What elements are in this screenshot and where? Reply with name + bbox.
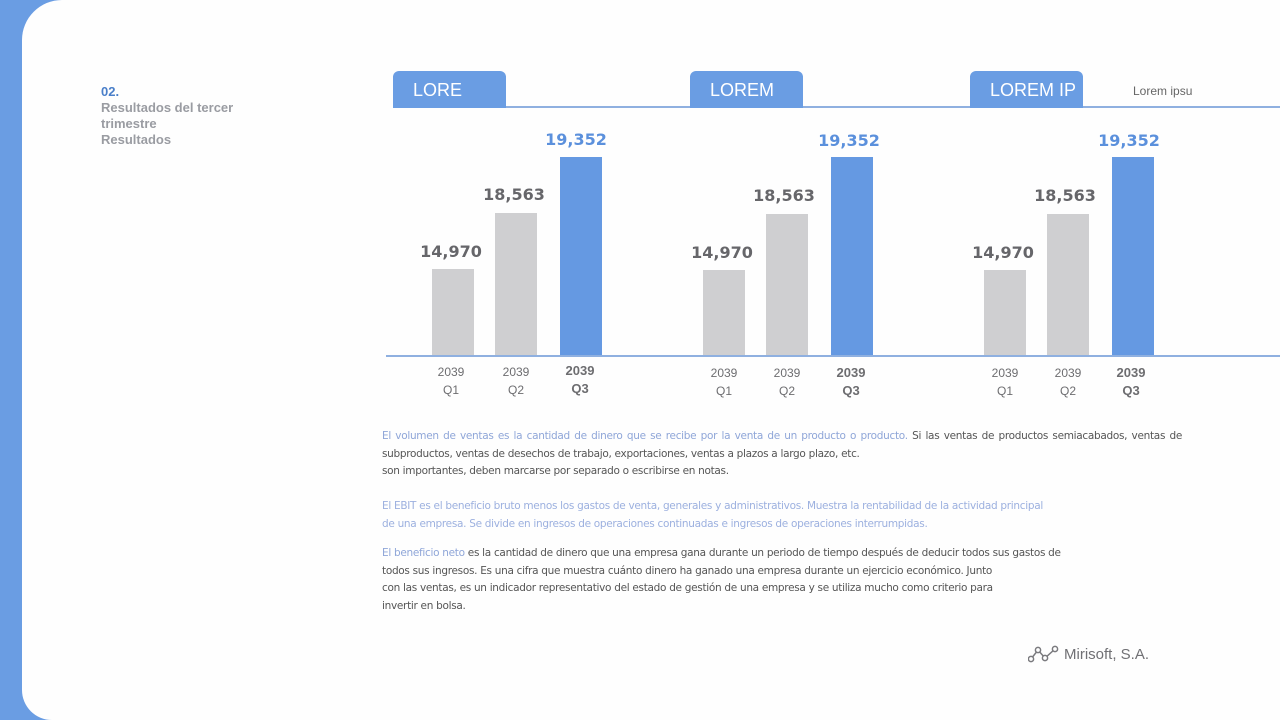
tab-note: Lorem ipsu (1133, 84, 1193, 98)
bar-value: 19,352 (818, 131, 880, 150)
bar-q1 (432, 269, 474, 355)
x-label: 2039 Q1 (991, 366, 1019, 398)
x-label: 2039 Q3 (836, 365, 866, 398)
highlight-text: El volumen de ventas es la cantidad de d… (382, 430, 908, 442)
tab-chart-1[interactable]: LORE (393, 71, 506, 108)
bar-value: 18,563 (483, 185, 545, 204)
bar-value: 19,352 (1098, 131, 1160, 150)
x-label: 2039 Q2 (1054, 366, 1082, 398)
line-chart-nodes-icon (1028, 645, 1059, 663)
bar-q2 (495, 213, 537, 355)
section-title-line2: trimestre (101, 116, 157, 131)
bar-q3 (560, 157, 602, 355)
x-label: 2039 Q2 (773, 366, 801, 398)
paragraph-net-profit: El beneficio neto es la cantidad de dine… (382, 547, 1061, 612)
bar-value: 14,970 (972, 243, 1034, 262)
x-label: 2039 Q3 (565, 363, 595, 396)
section-title-line1: Resultados del tercer (101, 100, 234, 115)
company-name: Mirisoft, S.A. (1064, 645, 1150, 663)
x-label: 2039 Q2 (502, 365, 530, 397)
section-heading: 02. Resultados del tercer trimestre Resu… (101, 84, 281, 148)
bar-q1 (984, 270, 1026, 355)
bar-value: 14,970 (420, 242, 482, 261)
bar-value: 14,970 (691, 243, 753, 262)
tab-chart-2[interactable]: LOREM (690, 71, 803, 108)
bar-q2 (766, 214, 808, 355)
slide-panel (22, 0, 1280, 720)
x-label: 2039 Q1 (710, 366, 738, 398)
bar-q1 (703, 270, 745, 355)
tab-chart-3[interactable]: LOREM IP (970, 71, 1083, 108)
bar-q3 (1112, 157, 1154, 355)
company-logo: Mirisoft, S.A. (1028, 645, 1149, 663)
section-number: 02. (101, 84, 120, 99)
chart-baseline (386, 355, 1280, 357)
bar-q3 (831, 157, 873, 355)
paragraph-sales-volume: El volumen de ventas es la cantidad de d… (382, 430, 1182, 477)
bar-q2 (1047, 214, 1089, 355)
bar-value: 19,352 (545, 130, 607, 149)
x-label: 2039 Q3 (1116, 365, 1146, 398)
bar-value: 18,563 (753, 186, 815, 205)
paragraph-ebit: El EBIT es el beneficio bruto menos los … (382, 500, 1043, 530)
bar-value: 18,563 (1034, 186, 1096, 205)
x-label: 2039 Q1 (437, 365, 465, 397)
header-rule (393, 106, 1280, 108)
highlight-text: El beneficio neto (382, 547, 465, 559)
section-subtitle: Resultados (101, 132, 172, 147)
